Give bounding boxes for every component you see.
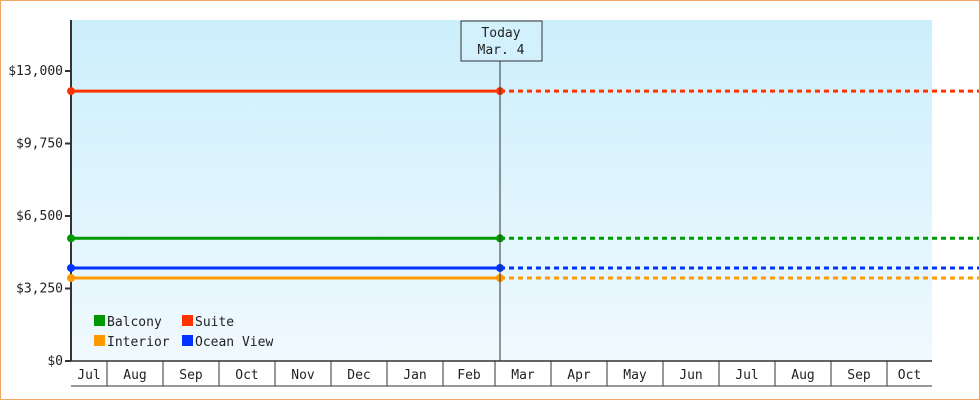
data-point <box>67 87 75 96</box>
y-tick-label: $0 <box>47 354 63 369</box>
legend-swatch <box>94 335 105 346</box>
legend-label: Ocean View <box>195 335 273 350</box>
x-tick-label: Oct <box>235 368 258 383</box>
x-tick-label: Dec <box>347 368 370 383</box>
x-tick-label: Sep <box>847 368 871 383</box>
legend-swatch <box>94 315 105 326</box>
legend-label: Interior <box>107 335 170 350</box>
plot-area <box>71 20 932 361</box>
y-tick-label: $9,750 <box>16 137 63 152</box>
legend-label: Balcony <box>107 315 162 330</box>
y-tick-label: $13,000 <box>8 64 63 79</box>
data-point <box>67 263 75 272</box>
x-tick-label: Jul <box>77 368 100 383</box>
x-tick-label: Aug <box>791 368 814 383</box>
x-tick-label: May <box>623 368 647 383</box>
x-tick-label: Apr <box>567 368 591 383</box>
x-tick-label: Jan <box>403 368 426 383</box>
today-box <box>460 20 543 62</box>
legend-swatch <box>182 335 193 346</box>
x-tick-label: Oct <box>898 368 921 383</box>
x-tick-label: Jun <box>679 368 702 383</box>
legend-swatch <box>182 315 193 326</box>
x-tick-label: Mar <box>511 368 535 383</box>
legend-label: Suite <box>195 315 234 330</box>
today-label: Today <box>481 26 520 41</box>
y-tick-label: $3,250 <box>16 282 63 297</box>
x-tick-label: Feb <box>457 368 481 383</box>
data-point <box>67 234 75 243</box>
data-point <box>67 274 75 283</box>
x-tick-label: Aug <box>123 368 146 383</box>
x-tick-label: Jul <box>735 368 758 383</box>
x-tick-label: Sep <box>179 368 203 383</box>
y-tick-label: $6,500 <box>16 209 63 224</box>
today-date: Mar. 4 <box>478 43 525 58</box>
x-tick-label: Nov <box>291 368 315 383</box>
